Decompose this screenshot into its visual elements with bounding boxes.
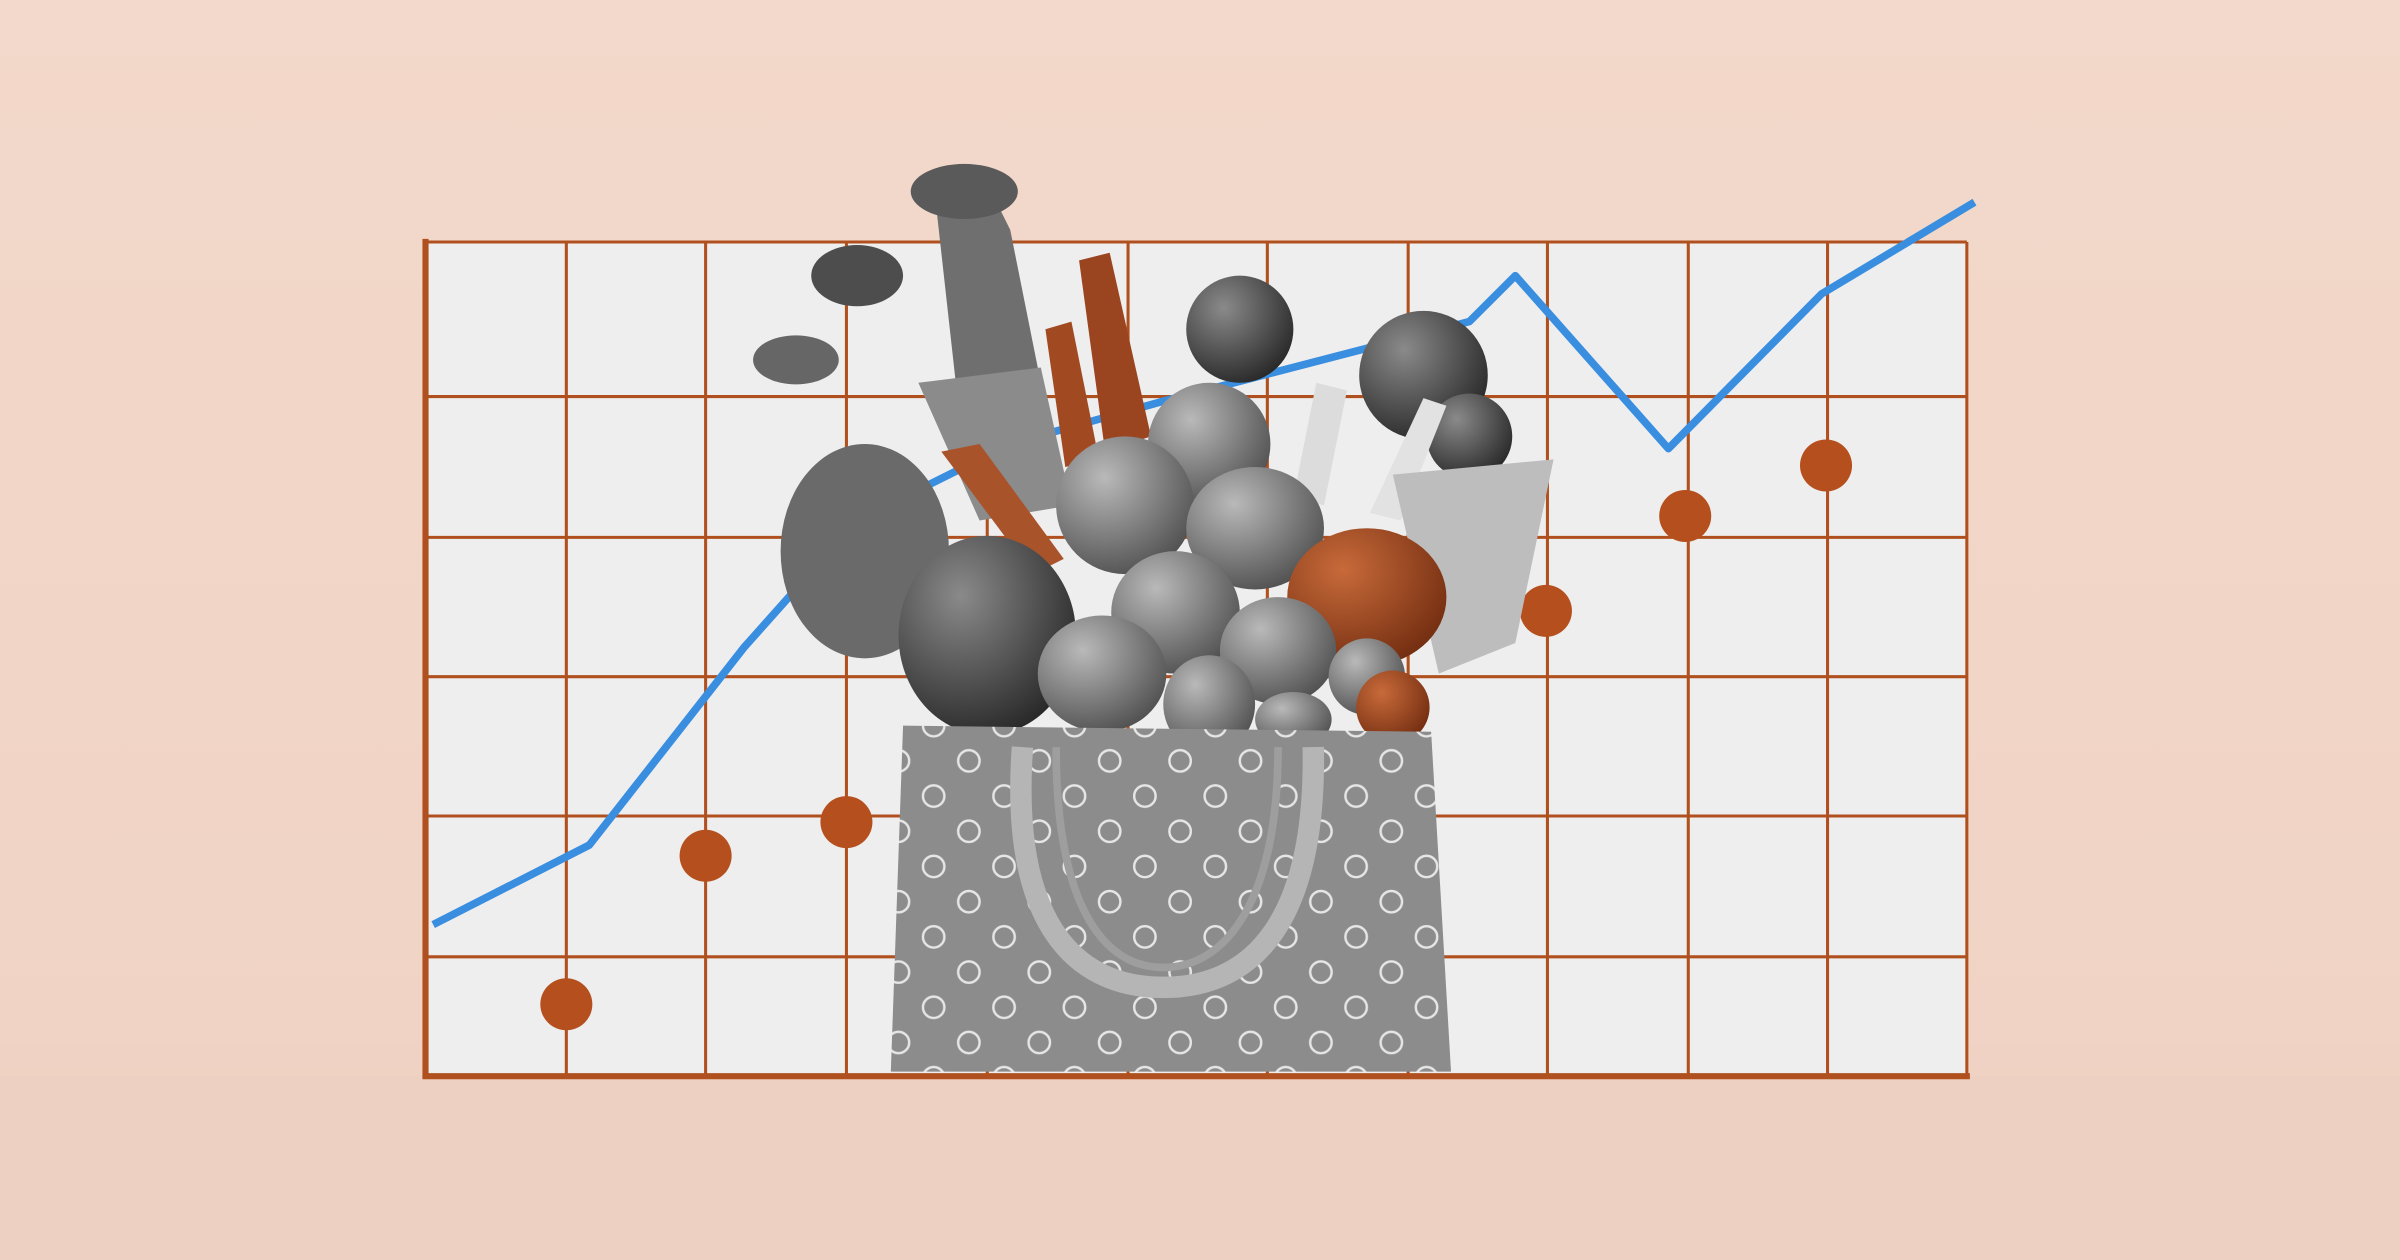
bag-handle [1010, 746, 1324, 999]
carrot [1079, 252, 1152, 452]
pepper [898, 535, 1077, 735]
cauliflower [1056, 436, 1194, 575]
celery [918, 367, 1072, 521]
radish [1293, 382, 1347, 506]
trend-line [431, 198, 1977, 929]
radish [1369, 398, 1447, 521]
leaf [811, 245, 904, 307]
dot [820, 796, 873, 849]
vegetables [753, 163, 1554, 754]
broccoli [1426, 393, 1513, 480]
carrot [1045, 321, 1099, 467]
potato [1163, 655, 1256, 754]
broccoli [1186, 275, 1294, 383]
dot [1659, 489, 1712, 542]
shopping-bag [890, 725, 1452, 1072]
bag-body [890, 725, 1452, 1072]
leaf [753, 335, 839, 385]
pepper [1037, 615, 1167, 732]
melon [1219, 597, 1337, 705]
carrot [941, 444, 1064, 575]
dot [1519, 584, 1572, 637]
floor [0, 1076, 2400, 1260]
dot [540, 978, 593, 1031]
dot [679, 829, 732, 882]
dots [540, 439, 1853, 1031]
tomato [1356, 670, 1430, 745]
dot [1800, 439, 1853, 492]
pepper [1186, 466, 1324, 590]
bag-handle [1052, 747, 1282, 972]
leaf [910, 163, 1018, 220]
